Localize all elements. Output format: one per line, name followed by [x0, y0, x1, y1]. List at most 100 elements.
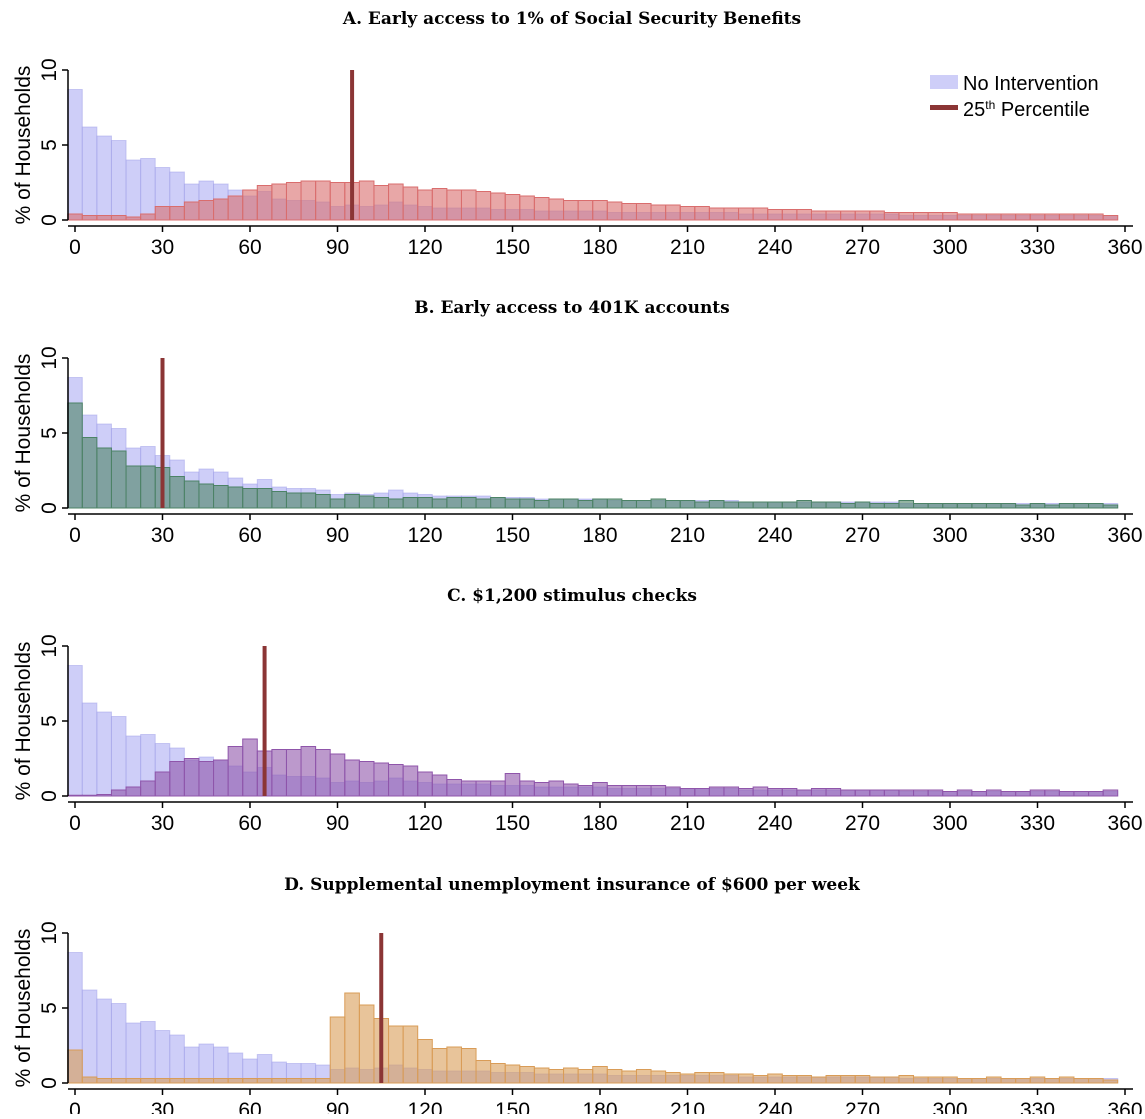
- bar: [708, 786, 725, 797]
- series-2: [67, 738, 1119, 797]
- bar: [810, 788, 827, 797]
- bar: [592, 200, 608, 221]
- bar: [81, 126, 98, 221]
- bar: [96, 1078, 112, 1084]
- bar: [300, 492, 317, 509]
- x-tick-label: 210: [670, 812, 705, 835]
- x-tick-label: 270: [845, 812, 880, 835]
- bar: [985, 503, 1002, 509]
- bar: [1015, 213, 1031, 221]
- bar: [242, 488, 258, 509]
- bar: [635, 1069, 652, 1084]
- bar: [956, 213, 973, 221]
- bar: [198, 761, 215, 797]
- bar: [329, 1016, 346, 1084]
- x-tick-label: 0: [69, 524, 81, 547]
- bar: [1058, 1076, 1075, 1084]
- bar: [315, 1078, 331, 1084]
- bar: [606, 1069, 623, 1084]
- bar: [242, 1078, 258, 1084]
- bar: [650, 498, 667, 509]
- x-tick-label: 300: [932, 524, 967, 547]
- bar: [679, 500, 696, 509]
- bar: [577, 500, 594, 509]
- legend-label-no-intervention: No Intervention: [963, 73, 1099, 95]
- bar: [665, 1072, 681, 1084]
- bar: [869, 210, 885, 221]
- bar: [898, 789, 915, 797]
- bar: [1058, 503, 1075, 509]
- y-axis-label: % of Households: [12, 929, 35, 1088]
- bar: [213, 1046, 229, 1084]
- bar: [81, 215, 98, 221]
- bar: [402, 765, 419, 797]
- x-tick-label: 330: [1020, 236, 1055, 259]
- bar: [169, 1078, 185, 1084]
- bar: [154, 1030, 171, 1084]
- y-tick-label: 0: [38, 502, 61, 514]
- bar: [869, 789, 885, 797]
- bar: [169, 1034, 185, 1084]
- bar: [621, 203, 637, 221]
- bar: [694, 788, 710, 797]
- x-tick-label: 270: [845, 236, 880, 259]
- bar: [708, 500, 725, 509]
- bar: [1102, 789, 1119, 797]
- bar: [67, 794, 83, 797]
- bar: [1058, 213, 1075, 221]
- bar: [67, 402, 83, 509]
- percentile-25-line: [350, 70, 355, 220]
- bar: [781, 501, 798, 509]
- bar: [81, 1076, 98, 1084]
- y-tick-label: 10: [38, 921, 61, 944]
- bar: [213, 1078, 229, 1084]
- bar: [883, 789, 900, 797]
- bar: [431, 1048, 448, 1084]
- bar: [431, 188, 448, 221]
- bar: [752, 501, 769, 509]
- bar: [110, 215, 127, 221]
- bar: [96, 711, 112, 797]
- bar: [533, 500, 550, 509]
- bar: [1088, 503, 1104, 509]
- bar: [183, 758, 200, 797]
- bar: [154, 771, 171, 797]
- bar: [125, 1022, 142, 1084]
- bar: [577, 785, 594, 797]
- bar: [650, 1070, 667, 1084]
- bar: [271, 183, 287, 221]
- bar: [154, 206, 171, 221]
- bar: [694, 501, 710, 509]
- x-tick-label: 180: [582, 236, 617, 259]
- bar: [242, 189, 258, 221]
- x-tick-label: 150: [495, 812, 530, 835]
- x-tick-label: 300: [932, 236, 967, 259]
- bar: [329, 753, 346, 797]
- y-tick-label: 5: [38, 139, 61, 151]
- bar: [927, 789, 944, 797]
- bar: [315, 494, 331, 509]
- bar: [315, 180, 331, 221]
- bar: [942, 503, 958, 509]
- x-tick-label: 90: [326, 812, 349, 835]
- bar: [110, 716, 127, 797]
- y-axis-label: % of Households: [12, 66, 35, 225]
- bar: [344, 494, 360, 509]
- bar: [504, 1064, 521, 1084]
- bar: [388, 1025, 404, 1084]
- bar: [140, 465, 156, 509]
- bar: [927, 503, 944, 509]
- bar: [767, 501, 783, 509]
- bar: [533, 197, 550, 221]
- bar: [358, 761, 375, 797]
- bar: [1073, 213, 1090, 221]
- bar: [825, 210, 842, 221]
- bar: [227, 486, 244, 509]
- bar: [621, 785, 637, 797]
- bar: [679, 1073, 696, 1084]
- bar: [665, 500, 681, 509]
- x-tick-label: 0: [69, 1099, 81, 1114]
- bar: [460, 1048, 477, 1084]
- x-tick-label: 180: [582, 812, 617, 835]
